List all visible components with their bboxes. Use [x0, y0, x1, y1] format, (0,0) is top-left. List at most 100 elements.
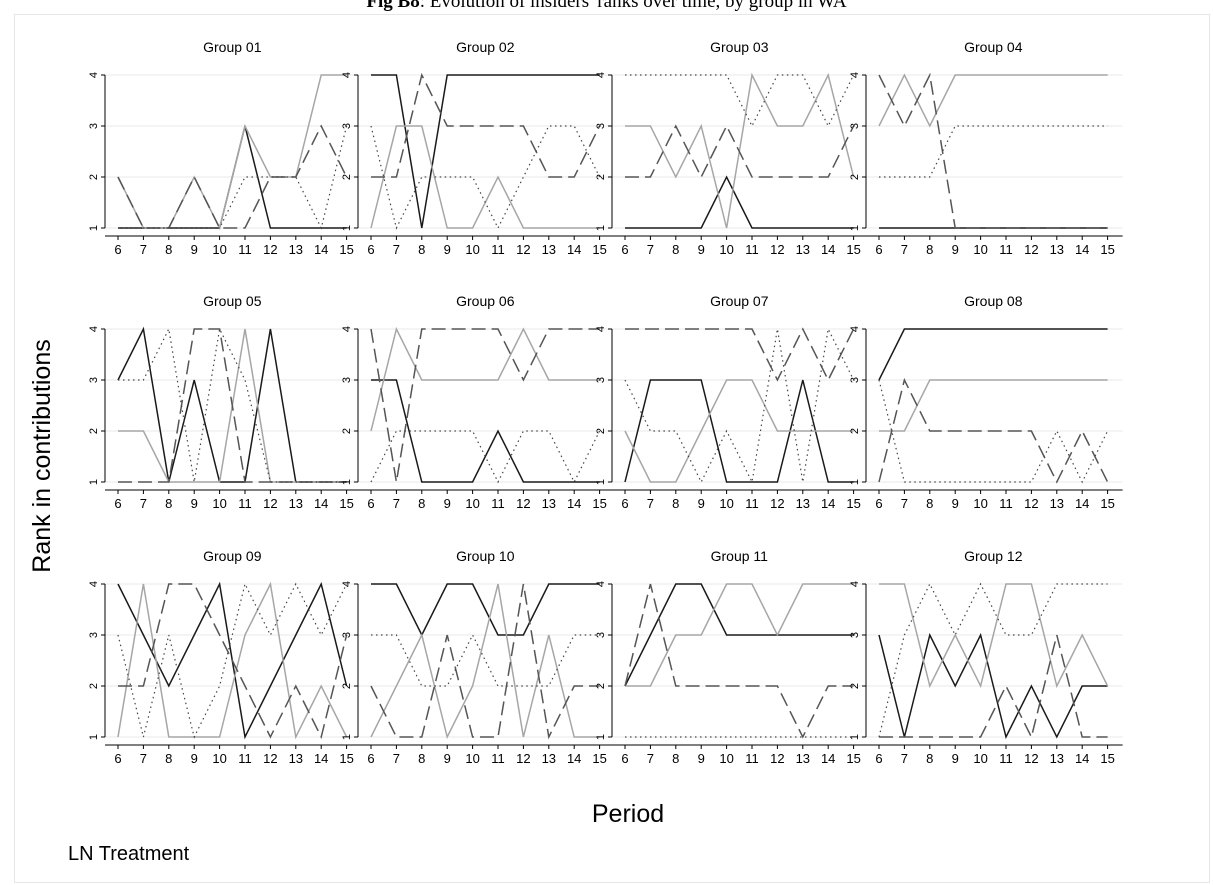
- x-tick-label: 11: [999, 751, 1013, 766]
- x-tick-label: 11: [745, 496, 759, 511]
- x-tick-label: 14: [567, 751, 581, 766]
- x-tick-label: 15: [592, 751, 606, 766]
- panel-title: Group 11: [711, 548, 769, 564]
- x-tick-label: 14: [821, 496, 835, 511]
- x-axis-label: Period: [592, 800, 664, 828]
- y-tick-label: 3: [849, 123, 861, 129]
- x-tick-label: 6: [621, 496, 628, 511]
- panel-title: Group 01: [203, 39, 262, 55]
- x-tick-label: 15: [846, 242, 860, 257]
- x-tick-label: 7: [140, 496, 147, 511]
- x-tick-label: 14: [567, 242, 581, 257]
- y-tick-label: 3: [849, 632, 861, 638]
- panel-title: Group 02: [456, 39, 515, 55]
- series-line-solid-dark: [371, 583, 600, 637]
- x-tick-label: 8: [926, 751, 933, 766]
- x-tick-label: 14: [314, 496, 328, 511]
- x-tick-label: 8: [672, 751, 679, 766]
- x-tick-label: 9: [444, 496, 451, 511]
- y-tick-label: 4: [341, 581, 353, 587]
- y-tick-label: 4: [88, 581, 100, 587]
- x-tick-label: 15: [592, 242, 606, 257]
- x-tick-label: 8: [165, 242, 172, 257]
- x-tick-label: 13: [289, 242, 303, 257]
- y-tick-label: 1: [88, 225, 100, 231]
- y-tick-label: 1: [595, 734, 607, 740]
- y-tick-label: 3: [341, 123, 353, 129]
- x-tick-label: 11: [999, 242, 1013, 257]
- series-line-dashed: [371, 72, 601, 178]
- x-tick-label: 7: [901, 242, 908, 257]
- x-tick-label: 15: [846, 751, 860, 766]
- x-tick-label: 10: [973, 751, 987, 766]
- y-tick-label: 3: [341, 377, 353, 383]
- x-tick-label: 15: [339, 242, 353, 257]
- y-tick-label: 3: [595, 123, 607, 129]
- series-line-dashed: [624, 583, 854, 739]
- x-tick-label: 6: [114, 496, 121, 511]
- y-tick-label: 2: [849, 428, 861, 434]
- series-line-dashed: [370, 328, 600, 483]
- panel-title: Group 07: [710, 293, 769, 309]
- x-tick-label: 6: [621, 751, 628, 766]
- x-tick-label: 11: [745, 242, 759, 257]
- x-tick-label: 7: [393, 751, 400, 766]
- series-line-dashed: [878, 377, 1109, 484]
- x-tick-label: 10: [212, 751, 226, 766]
- panel-title: Group 03: [710, 39, 769, 55]
- x-tick-label: 9: [191, 242, 198, 257]
- y-tick-label: 1: [595, 479, 607, 485]
- y-tick-label: 4: [595, 581, 607, 587]
- x-tick-label: 12: [770, 751, 784, 766]
- series-line-dotted: [370, 125, 601, 230]
- series-line-solid-dark: [624, 583, 854, 687]
- x-tick-label: 11: [238, 751, 252, 766]
- series-line-solid-light: [879, 583, 1109, 689]
- x-tick-label: 10: [212, 496, 226, 511]
- series-line-dotted: [370, 430, 601, 484]
- x-tick-label: 6: [114, 242, 121, 257]
- y-tick-label: 1: [849, 734, 861, 740]
- x-tick-label: 13: [1050, 496, 1064, 511]
- series-line-dashed: [370, 583, 600, 740]
- y-tick-label: 2: [88, 428, 100, 434]
- x-tick-label: 6: [367, 242, 374, 257]
- panel-title: Group 05: [203, 293, 262, 309]
- y-tick-label: 3: [341, 632, 353, 638]
- series-line-solid-light: [625, 583, 854, 687]
- y-tick-label: 1: [341, 225, 353, 231]
- x-tick-label: 8: [926, 496, 933, 511]
- y-tick-label: 3: [595, 377, 607, 383]
- x-tick-label: 8: [926, 242, 933, 257]
- x-tick-label: 12: [1024, 242, 1038, 257]
- y-tick-label: 4: [88, 326, 100, 332]
- y-tick-label: 3: [849, 377, 861, 383]
- x-tick-label: 8: [165, 751, 172, 766]
- series-line-dotted: [118, 125, 348, 230]
- x-tick-label: 8: [418, 496, 425, 511]
- y-tick-label: 3: [88, 632, 100, 638]
- y-tick-label: 3: [88, 377, 100, 383]
- x-tick-label: 9: [191, 751, 198, 766]
- x-tick-label: 9: [698, 751, 705, 766]
- x-tick-label: 7: [140, 751, 147, 766]
- x-tick-label: 10: [465, 496, 479, 511]
- x-tick-label: 6: [114, 751, 121, 766]
- series-line-dashed: [879, 634, 1108, 740]
- panel-title: Group 08: [964, 293, 1023, 309]
- x-tick-label: 9: [191, 496, 198, 511]
- series-line-dashed: [878, 72, 1108, 229]
- x-tick-label: 6: [621, 242, 628, 257]
- x-tick-label: 9: [952, 496, 959, 511]
- x-tick-label: 13: [1050, 242, 1064, 257]
- series-line-solid-light: [370, 326, 600, 432]
- y-tick-label: 1: [341, 479, 353, 485]
- y-tick-label: 2: [88, 683, 100, 689]
- x-tick-label: 11: [238, 496, 252, 511]
